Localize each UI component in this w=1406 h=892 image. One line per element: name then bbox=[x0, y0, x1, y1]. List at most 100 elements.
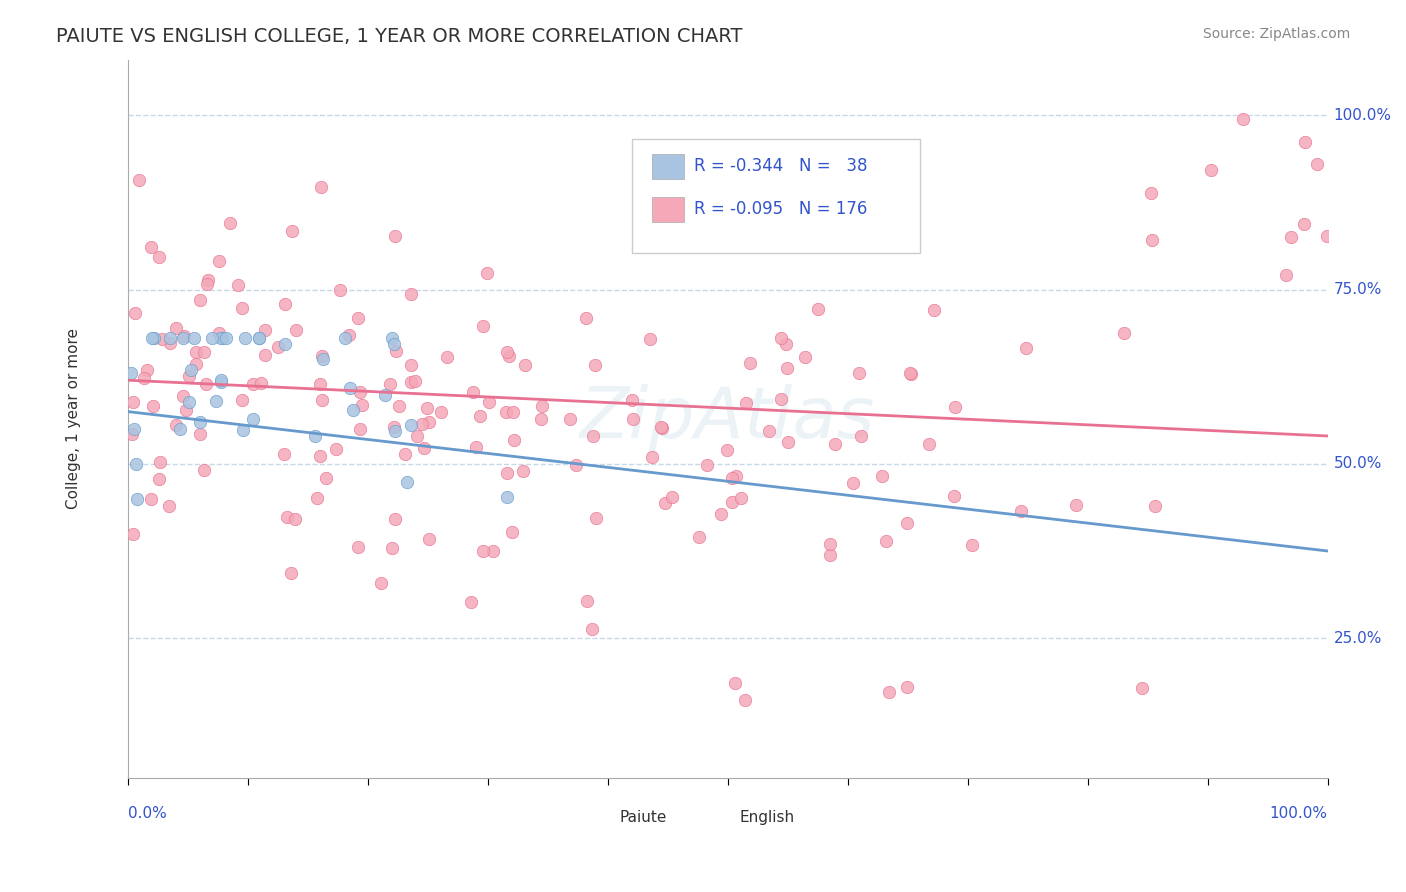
English bbox=[311, 393, 333, 408]
Text: PAIUTE VS ENGLISH COLLEGE, 1 YEAR OR MORE CORRELATION CHART: PAIUTE VS ENGLISH COLLEGE, 1 YEAR OR MOR… bbox=[56, 27, 742, 45]
English bbox=[502, 433, 524, 447]
English bbox=[818, 548, 841, 562]
English bbox=[900, 366, 922, 380]
English bbox=[399, 287, 422, 301]
English bbox=[721, 495, 744, 509]
English bbox=[575, 310, 598, 325]
Paiute bbox=[143, 331, 166, 345]
English bbox=[249, 376, 271, 390]
English bbox=[576, 594, 599, 608]
English bbox=[945, 400, 967, 414]
English bbox=[121, 527, 143, 541]
Text: 25.0%: 25.0% bbox=[1333, 631, 1382, 646]
English bbox=[311, 349, 333, 363]
English bbox=[776, 434, 799, 449]
English bbox=[418, 415, 440, 429]
English bbox=[960, 537, 983, 551]
Paiute bbox=[384, 424, 406, 438]
English bbox=[231, 392, 253, 407]
Paiute bbox=[209, 331, 232, 345]
Paiute bbox=[183, 331, 205, 345]
English bbox=[231, 301, 253, 315]
Paiute bbox=[159, 331, 181, 345]
English bbox=[308, 449, 330, 463]
English bbox=[148, 472, 170, 486]
English bbox=[692, 223, 714, 237]
English bbox=[329, 283, 352, 297]
English bbox=[416, 401, 439, 416]
English bbox=[513, 358, 536, 372]
Paiute bbox=[233, 331, 256, 345]
English bbox=[1064, 499, 1087, 513]
English bbox=[172, 389, 194, 403]
English bbox=[139, 491, 162, 506]
English bbox=[208, 326, 231, 341]
Paiute bbox=[205, 393, 228, 408]
Paiute bbox=[180, 362, 202, 376]
English bbox=[1294, 135, 1316, 149]
English bbox=[124, 306, 146, 320]
Paiute bbox=[215, 331, 238, 345]
Paiute bbox=[312, 351, 335, 366]
English bbox=[740, 356, 762, 370]
English bbox=[347, 540, 370, 554]
Text: 50.0%: 50.0% bbox=[1333, 457, 1382, 471]
English bbox=[495, 344, 517, 359]
English bbox=[1140, 234, 1163, 248]
English bbox=[384, 420, 406, 434]
FancyBboxPatch shape bbox=[652, 154, 685, 178]
English bbox=[581, 623, 603, 637]
English bbox=[824, 437, 846, 451]
Text: Paiute: Paiute bbox=[620, 810, 666, 825]
English bbox=[775, 337, 797, 351]
English bbox=[621, 392, 644, 407]
English bbox=[478, 394, 501, 409]
Text: ZipAtlas: ZipAtlas bbox=[581, 384, 876, 453]
English bbox=[149, 455, 172, 469]
English bbox=[385, 343, 408, 358]
English bbox=[848, 366, 870, 380]
English bbox=[498, 349, 520, 363]
English bbox=[1143, 500, 1166, 514]
English bbox=[195, 277, 218, 291]
English bbox=[173, 328, 195, 343]
English bbox=[918, 437, 941, 451]
English bbox=[253, 348, 276, 362]
English bbox=[281, 224, 304, 238]
English bbox=[384, 229, 406, 244]
English bbox=[267, 340, 290, 354]
English bbox=[188, 293, 211, 308]
English bbox=[585, 511, 607, 525]
Paiute bbox=[496, 490, 519, 504]
English bbox=[1232, 112, 1254, 126]
English bbox=[165, 321, 187, 335]
Paiute bbox=[188, 415, 211, 429]
English bbox=[565, 458, 588, 473]
Paiute bbox=[342, 403, 364, 417]
English bbox=[309, 377, 332, 392]
Paiute bbox=[381, 331, 404, 345]
English bbox=[274, 297, 297, 311]
English bbox=[218, 216, 240, 230]
English bbox=[276, 509, 298, 524]
English bbox=[721, 470, 744, 484]
Paiute bbox=[127, 491, 149, 506]
English bbox=[208, 254, 231, 268]
English bbox=[512, 463, 534, 477]
English bbox=[502, 404, 524, 418]
English bbox=[1014, 341, 1036, 355]
English bbox=[769, 331, 792, 345]
English bbox=[401, 358, 423, 372]
English bbox=[475, 266, 498, 280]
Paiute bbox=[141, 331, 163, 345]
Paiute bbox=[172, 331, 194, 345]
English bbox=[350, 398, 373, 412]
Paiute bbox=[201, 331, 224, 345]
Text: R = -0.344   N =   38: R = -0.344 N = 38 bbox=[695, 157, 868, 175]
English bbox=[384, 512, 406, 526]
English bbox=[405, 428, 427, 442]
English bbox=[280, 566, 302, 580]
English bbox=[849, 429, 872, 443]
English bbox=[842, 475, 865, 490]
English bbox=[531, 399, 554, 413]
